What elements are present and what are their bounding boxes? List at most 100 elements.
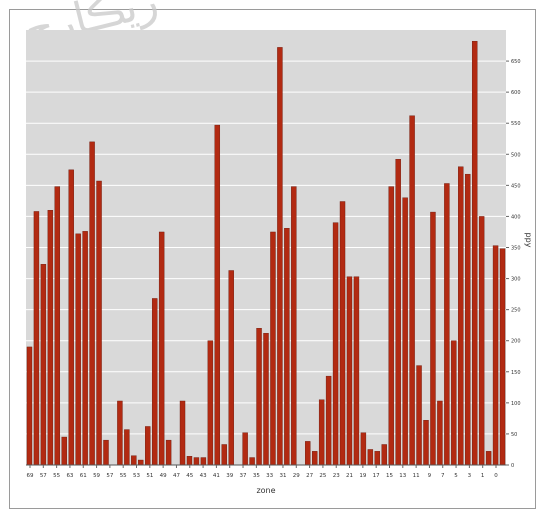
x-tick-label: 7 [441,473,445,479]
bar [200,457,207,466]
bar [437,400,443,466]
bar [61,436,67,466]
bar [360,432,367,466]
x-tick-label: 45 [186,473,193,479]
bar [186,456,193,466]
x-tick-label: 1 [481,473,485,479]
bar [89,141,95,466]
x-tick-label: 31 [279,473,286,479]
bar [423,420,429,466]
bar [367,449,374,466]
x-tick-label: 43 [200,473,207,479]
bar [277,47,283,466]
y-axis-label: ppy [524,233,533,248]
x-tick-label: 55 [120,473,127,479]
x-tick-label: 59 [93,473,100,479]
x-tick-label: 11 [413,473,420,479]
bar [374,451,381,466]
x-tick-label: 57 [106,473,113,479]
bar [499,248,506,466]
bar [395,159,401,466]
x-tick-label: 35 [253,473,260,479]
bar [263,333,269,466]
bar [388,186,394,466]
x-tick-label: 37 [240,473,247,479]
bar [33,211,40,466]
bar [40,264,47,466]
x-tick-label: 47 [173,473,180,479]
y-tick-label: 50 [511,432,517,438]
y-tick-label: 600 [511,90,521,96]
bar [318,399,325,466]
bar [492,245,499,466]
y-tick-label: 300 [511,277,521,283]
bar [444,183,450,466]
x-tick-label: 9 [428,473,432,479]
bar [54,186,61,466]
bar [96,180,102,466]
x-tick-label: 57 [40,473,47,479]
y-tick-label: 500 [511,152,521,158]
bar [193,457,200,466]
y-tick-label: 150 [511,370,521,376]
x-tick-label: 27 [306,473,313,479]
x-tick-label: 61 [80,473,87,479]
bar [103,439,109,466]
bar [305,441,311,466]
bar [228,270,234,466]
bar [68,169,74,466]
bar [339,201,346,466]
bar [381,444,387,466]
bar [332,222,339,466]
y-tick-label: 0 [511,463,514,469]
x-tick-label: 63 [66,473,73,479]
x-tick-label: 49 [160,473,167,479]
x-tick-label: 69 [27,473,34,479]
bar [416,365,422,466]
x-tick-label: 25 [319,473,326,479]
x-tick-label: 41 [213,473,220,479]
bar [291,186,297,466]
bar [311,451,318,466]
y-tick-label: 350 [511,246,521,252]
y-axis-ticks: 0 50 100 150 200 250 300 350 400 450 500 550 600 650 [506,59,521,469]
bar [284,228,290,466]
bar [75,233,81,466]
bar [353,276,360,466]
bar [402,197,408,466]
y-tick-label: 550 [511,121,521,127]
y-tick-label: 650 [511,59,521,65]
y-tick-label: 400 [511,214,521,220]
bar [82,231,88,466]
x-tick-label: 55 [53,473,60,479]
bar [131,455,137,466]
x-tick-label: 0 [494,473,498,479]
x-tick-label: 53 [133,473,140,479]
bar [179,400,186,466]
bar [214,124,221,466]
bar [256,328,262,466]
bar [145,426,151,466]
x-tick-label: 33 [266,473,273,479]
bar [485,451,492,466]
bar [47,210,54,466]
x-tick-label: 21 [346,473,353,479]
bar-series [26,40,506,466]
y-tick-label: 250 [511,308,521,314]
x-axis-label: zone [256,486,275,495]
bar [242,432,248,466]
x-axis-ticks: 69 57 55 63 61 59 57 55 53 51 49 47 45 43 41 39 37 35 33 31… [27,465,498,479]
bar [409,115,415,466]
bar [138,459,144,466]
bar [117,400,123,466]
y-tick-label: 100 [511,401,521,407]
x-tick-label: 5 [454,473,458,479]
x-tick-label: 13 [399,473,406,479]
x-tick-label: 3 [468,473,472,479]
x-tick-label: 15 [386,473,393,479]
bar [471,40,478,466]
bar [207,340,214,466]
bar [221,444,227,466]
bar [249,457,255,466]
